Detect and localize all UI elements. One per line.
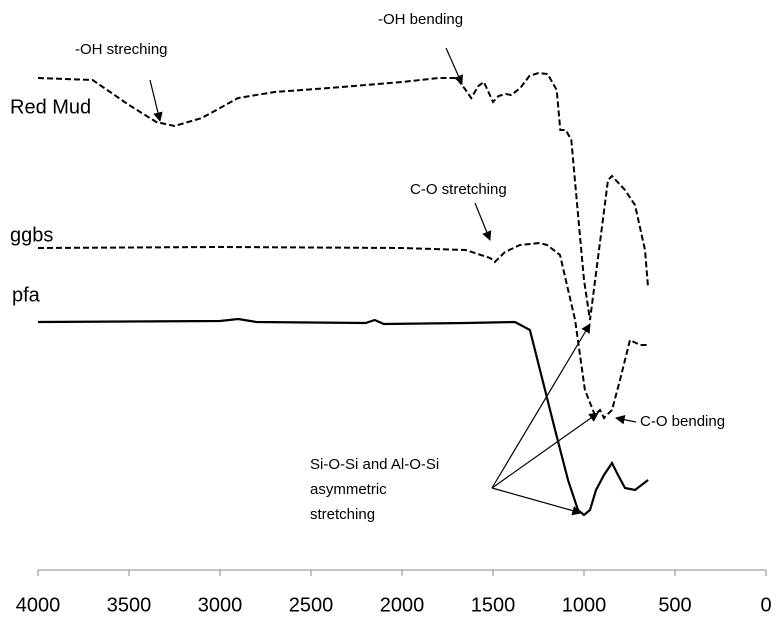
series-label: pfa: [12, 284, 41, 306]
annotation: -OH streching: [75, 41, 168, 58]
series-label: Red Mud: [10, 96, 91, 118]
series-line: [37, 241, 649, 420]
annotation: C-O bending: [640, 413, 725, 430]
arrow: [491, 412, 599, 489]
x-tick-label: 1000: [562, 594, 607, 616]
arrow: [149, 79, 163, 122]
x-tick-label: 2500: [289, 594, 334, 616]
annotation: stretching: [310, 506, 375, 523]
annotation: Si-O-Si and Al-O-Si: [310, 456, 439, 473]
arrow: [615, 414, 637, 425]
x-tick-label: 3000: [198, 594, 243, 616]
series-line: [37, 317, 649, 517]
series-label: ggbs: [10, 224, 53, 246]
x-tick-label: 3500: [107, 594, 152, 616]
x-tick-label: 1500: [471, 594, 516, 616]
arrow: [491, 323, 591, 489]
arrow: [445, 47, 463, 85]
x-tick-label: 2000: [380, 594, 425, 616]
annotation: asymmetric: [310, 481, 387, 498]
arrow: [474, 202, 492, 241]
x-tick-label: 500: [658, 594, 691, 616]
arrow: [491, 487, 582, 516]
series-line: [37, 71, 650, 321]
x-tick-label: 0: [760, 594, 771, 616]
x-tick-label: 4000: [16, 594, 61, 616]
annotation: C-O stretching: [410, 181, 507, 198]
annotation: -OH bending: [378, 11, 463, 28]
